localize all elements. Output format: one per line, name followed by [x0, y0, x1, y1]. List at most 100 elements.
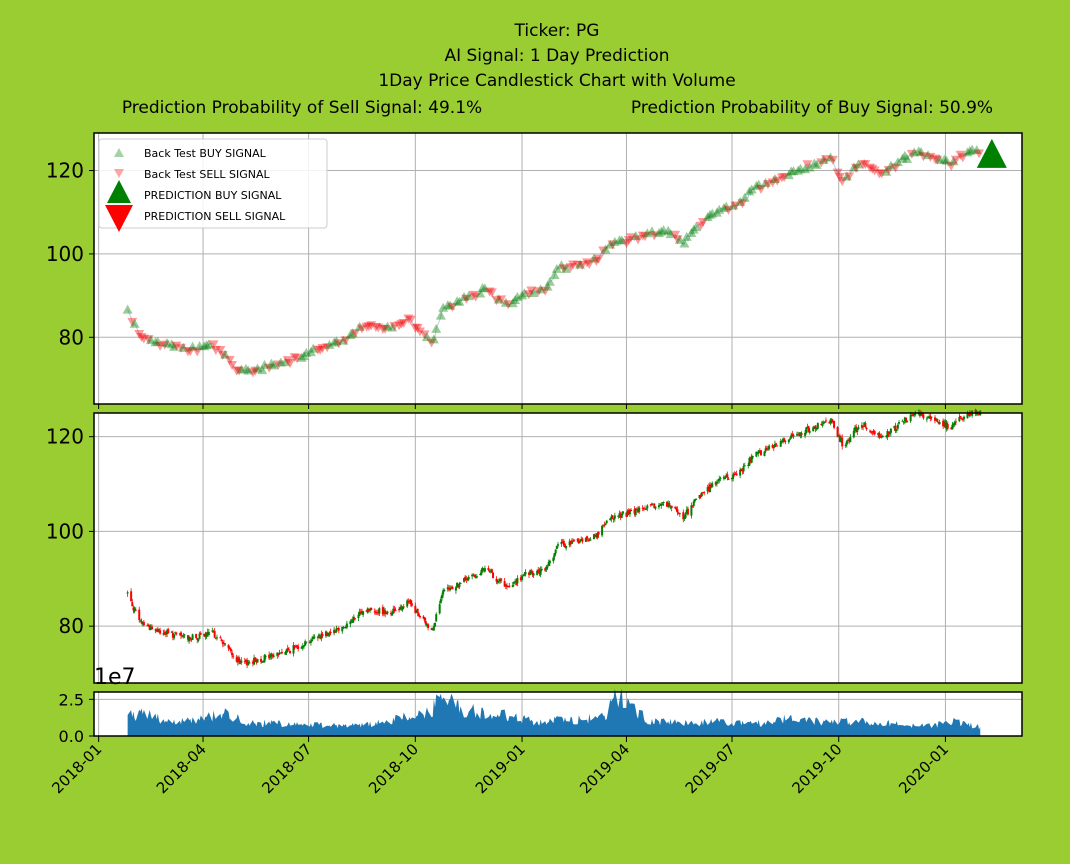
candle-body	[766, 448, 769, 450]
backtest-buy-marker	[841, 171, 852, 181]
backtest-buy-marker	[818, 154, 829, 164]
backtest-sell-marker	[876, 169, 887, 179]
candle-body	[670, 505, 673, 509]
backtest-buy-marker	[479, 283, 490, 293]
candle-body	[159, 630, 162, 634]
candle-body	[584, 537, 587, 542]
candle-body	[898, 422, 901, 424]
candle-body	[126, 592, 129, 594]
candle-body	[155, 629, 158, 632]
candle-body	[471, 574, 474, 577]
candle-body	[171, 632, 174, 638]
backtest-sell-marker	[491, 296, 502, 306]
candle-body	[751, 456, 754, 458]
candle-body	[724, 477, 727, 479]
backtest-sell-marker	[136, 333, 147, 343]
candle-body	[522, 575, 525, 577]
backtest-sell-marker	[598, 246, 609, 256]
backtest-buy-marker	[760, 177, 771, 187]
backtest-buy-marker	[169, 341, 180, 351]
backtest-sell-marker	[820, 155, 831, 165]
candle-body	[329, 631, 332, 634]
candle-body	[879, 436, 882, 438]
backtest-buy-marker	[296, 352, 307, 362]
candle-body	[481, 567, 484, 571]
candle-body	[804, 432, 807, 436]
backtest-buy-marker	[252, 363, 263, 373]
backtest-sell-marker	[210, 346, 221, 356]
candle-body	[425, 623, 428, 626]
candle-body	[449, 587, 452, 591]
candle-body	[441, 595, 443, 599]
candle-body	[565, 546, 568, 549]
backtest-buy-marker	[686, 228, 697, 238]
candle-body	[369, 608, 372, 611]
candle-body	[618, 513, 621, 516]
candle-body	[920, 413, 923, 416]
candle-body	[496, 581, 499, 583]
candle-body	[488, 570, 491, 572]
backtest-buy-marker	[510, 294, 521, 304]
backtest-sell-marker	[496, 295, 507, 305]
candle-body	[848, 439, 851, 441]
backtest-buy-marker	[663, 225, 674, 235]
candle-body	[821, 424, 824, 426]
backtest-buy-marker	[354, 321, 365, 331]
candle-body	[547, 561, 550, 566]
backtest-sell-marker	[138, 334, 149, 344]
candle-body	[857, 427, 860, 430]
candle-body	[702, 492, 704, 494]
candle-body	[248, 662, 251, 664]
candle-body	[529, 570, 532, 576]
backtest-buy-marker	[934, 154, 945, 164]
backtest-buy-marker	[679, 238, 690, 248]
candle-body	[610, 516, 613, 520]
backtest-sell-marker	[292, 354, 302, 364]
candle-body	[418, 615, 421, 618]
backtest-buy-marker	[769, 173, 780, 183]
backtest-buy-marker	[187, 341, 198, 351]
backtest-sell-marker	[957, 153, 968, 163]
y-tick-label: 100	[46, 519, 84, 543]
candle-body	[587, 539, 590, 541]
candle-body	[560, 541, 563, 545]
backtest-sell-marker	[540, 286, 551, 296]
backtest-sell-marker	[264, 363, 275, 373]
y-tick-label: 2.5	[59, 690, 84, 709]
candle-body	[239, 660, 242, 664]
candle-body	[650, 503, 653, 506]
backtest-buy-marker	[308, 343, 319, 353]
candle-body	[660, 503, 663, 506]
backtest-sell-marker	[159, 340, 170, 350]
candle-body	[621, 511, 624, 514]
candle-body	[717, 480, 720, 482]
candle-body	[238, 657, 240, 662]
legend-prediction-buy-label: PREDICTION BUY SIGNAL	[144, 189, 282, 202]
candle-body	[235, 657, 238, 662]
candle-body	[792, 434, 795, 437]
candle-body	[459, 582, 462, 584]
candle-body	[889, 428, 892, 433]
candle-body	[139, 620, 142, 622]
candle-body	[190, 638, 193, 640]
candle-body	[654, 506, 657, 509]
backtest-sell-marker	[370, 323, 381, 333]
backtest-sell-marker	[340, 336, 351, 346]
candle-body	[432, 626, 435, 631]
candle-body	[130, 591, 133, 602]
backtest-buy-marker	[329, 337, 340, 347]
candle-body	[285, 649, 288, 653]
candle-body	[293, 646, 296, 648]
candle-body	[799, 432, 802, 436]
candle-body	[906, 421, 909, 423]
candle-body	[253, 657, 256, 665]
candle-body	[649, 504, 652, 506]
candle-body	[828, 421, 831, 424]
candle-body	[199, 632, 202, 635]
candle-body	[726, 474, 729, 478]
candle-body	[642, 508, 645, 510]
candle-body	[320, 633, 323, 639]
backtest-sell-marker	[698, 217, 708, 227]
candle-body	[765, 447, 768, 449]
candle-body	[733, 473, 736, 475]
